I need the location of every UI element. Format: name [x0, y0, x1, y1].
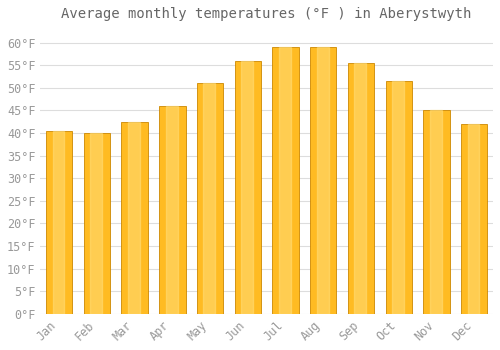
Bar: [122, 122, 148, 314]
Bar: [316, 47, 328, 314]
Bar: [348, 63, 374, 314]
Bar: [90, 133, 102, 314]
Bar: [468, 124, 479, 314]
Bar: [234, 61, 261, 314]
Title: Average monthly temperatures (°F ) in Aberystwyth: Average monthly temperatures (°F ) in Ab…: [62, 7, 472, 21]
Bar: [354, 63, 366, 314]
Bar: [386, 81, 412, 314]
Bar: [128, 122, 140, 314]
Bar: [279, 47, 291, 314]
Bar: [52, 131, 64, 314]
Bar: [166, 106, 177, 314]
Bar: [310, 47, 336, 314]
Bar: [84, 133, 110, 314]
Bar: [461, 124, 487, 314]
Bar: [241, 61, 253, 314]
Bar: [424, 111, 450, 314]
Bar: [272, 47, 299, 314]
Bar: [204, 83, 216, 314]
Bar: [430, 111, 442, 314]
Bar: [392, 81, 404, 314]
Bar: [46, 131, 72, 314]
Bar: [197, 83, 224, 314]
Bar: [159, 106, 186, 314]
